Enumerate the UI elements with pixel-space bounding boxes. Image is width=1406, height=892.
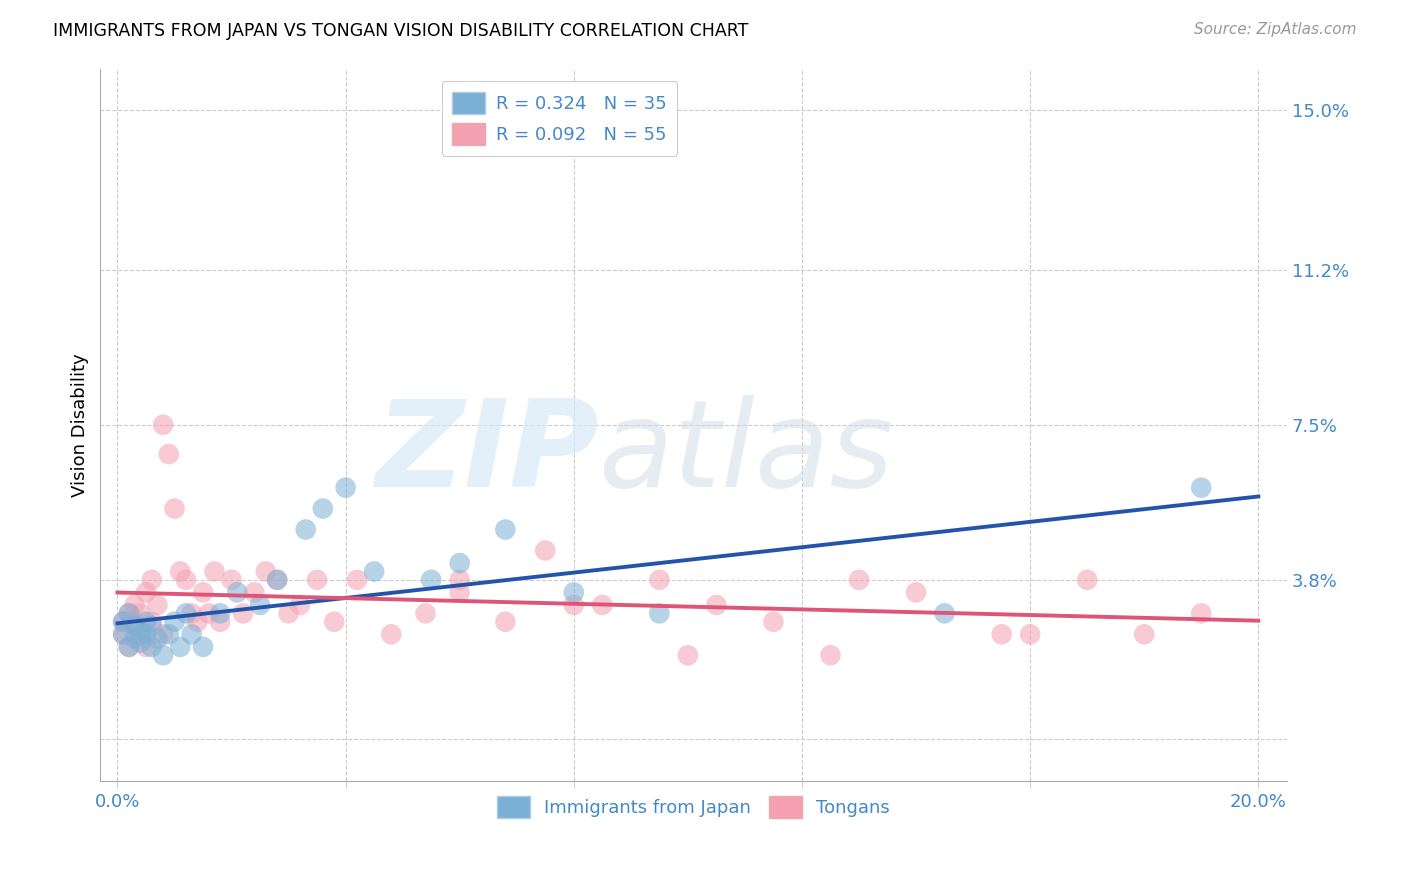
Point xyxy=(118,607,141,621)
Point xyxy=(141,573,163,587)
Point xyxy=(141,640,163,654)
Point xyxy=(380,627,402,641)
Point xyxy=(135,627,157,641)
Point xyxy=(118,640,141,654)
Point xyxy=(706,598,728,612)
Point xyxy=(266,573,288,587)
Point xyxy=(129,636,152,650)
Point xyxy=(174,607,197,621)
Point xyxy=(243,585,266,599)
Point xyxy=(169,565,191,579)
Point xyxy=(249,598,271,612)
Point xyxy=(1019,627,1042,641)
Point xyxy=(191,640,214,654)
Point xyxy=(307,573,329,587)
Point xyxy=(294,523,316,537)
Point xyxy=(820,648,842,663)
Point xyxy=(112,627,135,641)
Point xyxy=(186,615,208,629)
Point xyxy=(124,619,146,633)
Point xyxy=(191,585,214,599)
Point xyxy=(420,573,443,587)
Point xyxy=(562,598,585,612)
Point xyxy=(591,598,613,612)
Point xyxy=(157,627,180,641)
Point xyxy=(415,607,437,621)
Point xyxy=(129,607,152,621)
Point xyxy=(152,417,174,432)
Point xyxy=(135,640,157,654)
Point xyxy=(1189,481,1212,495)
Point xyxy=(135,615,157,629)
Point xyxy=(141,615,163,629)
Point xyxy=(163,615,186,629)
Text: IMMIGRANTS FROM JAPAN VS TONGAN VISION DISABILITY CORRELATION CHART: IMMIGRANTS FROM JAPAN VS TONGAN VISION D… xyxy=(53,22,749,40)
Point xyxy=(180,607,202,621)
Point xyxy=(118,607,141,621)
Point xyxy=(146,598,169,612)
Point xyxy=(335,481,357,495)
Point xyxy=(494,615,516,629)
Y-axis label: Vision Disability: Vision Disability xyxy=(72,353,89,497)
Point xyxy=(346,573,368,587)
Point xyxy=(494,523,516,537)
Point xyxy=(676,648,699,663)
Point xyxy=(135,585,157,599)
Legend: Immigrants from Japan, Tongans: Immigrants from Japan, Tongans xyxy=(491,789,897,825)
Point xyxy=(232,607,254,621)
Text: Source: ZipAtlas.com: Source: ZipAtlas.com xyxy=(1194,22,1357,37)
Point xyxy=(124,632,146,646)
Point xyxy=(1189,607,1212,621)
Point xyxy=(124,615,146,629)
Point xyxy=(312,501,335,516)
Point xyxy=(449,585,471,599)
Point xyxy=(204,565,226,579)
Point xyxy=(129,623,152,637)
Point xyxy=(254,565,277,579)
Point xyxy=(226,585,249,599)
Point xyxy=(152,648,174,663)
Point xyxy=(157,447,180,461)
Point xyxy=(277,607,299,621)
Point xyxy=(152,627,174,641)
Point xyxy=(288,598,311,612)
Point xyxy=(146,632,169,646)
Point xyxy=(1076,573,1098,587)
Point xyxy=(762,615,785,629)
Point xyxy=(221,573,243,587)
Point xyxy=(163,501,186,516)
Point xyxy=(112,615,135,629)
Point xyxy=(934,607,956,621)
Point xyxy=(197,607,219,621)
Point xyxy=(112,615,135,629)
Point xyxy=(112,627,135,641)
Point xyxy=(1133,627,1156,641)
Point xyxy=(180,627,202,641)
Point xyxy=(648,573,671,587)
Point xyxy=(209,615,232,629)
Point xyxy=(266,573,288,587)
Point xyxy=(848,573,870,587)
Point xyxy=(323,615,346,629)
Text: atlas: atlas xyxy=(599,395,894,512)
Point xyxy=(648,607,671,621)
Point xyxy=(905,585,928,599)
Point xyxy=(129,627,152,641)
Point xyxy=(449,573,471,587)
Point xyxy=(990,627,1012,641)
Point xyxy=(174,573,197,587)
Point xyxy=(118,640,141,654)
Point xyxy=(141,619,163,633)
Text: ZIP: ZIP xyxy=(375,395,599,512)
Point xyxy=(124,598,146,612)
Point xyxy=(169,640,191,654)
Point xyxy=(562,585,585,599)
Point xyxy=(534,543,557,558)
Point xyxy=(449,556,471,570)
Point xyxy=(363,565,385,579)
Point xyxy=(209,607,232,621)
